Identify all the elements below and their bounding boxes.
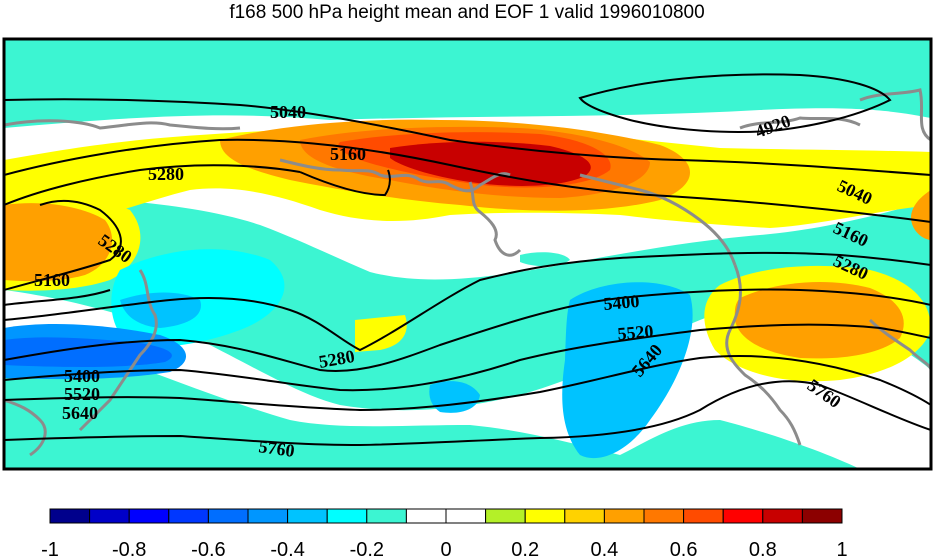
field-dark-red-core — [390, 141, 591, 186]
colorbar-swatch — [643, 508, 685, 524]
plot-frame — [2, 37, 933, 471]
contour-label: 5520 — [64, 384, 100, 404]
contour-label: 5280 — [148, 164, 184, 184]
contour-label: 5640 — [62, 403, 98, 423]
colorbar-tick-label: -0.4 — [270, 539, 304, 558]
colorbar-tick-label: -0.2 — [350, 539, 384, 558]
contour-5160-west — [4, 289, 111, 306]
coastline-siberia — [279, 158, 511, 193]
contour-5520 — [4, 323, 931, 392]
colorbar-swatch — [762, 508, 803, 524]
eof-shaded-field — [4, 39, 931, 469]
colorbar-swatch — [89, 508, 130, 524]
colorbar-swatch — [287, 508, 328, 524]
field-yellow-small — [355, 315, 407, 352]
contour-5160-north — [4, 138, 931, 223]
colorbar-swatch — [247, 508, 289, 524]
contour-label: 5400 — [64, 366, 100, 386]
contour-5760 — [4, 380, 931, 447]
colorbar-swatch — [683, 508, 724, 524]
contour-5280-west — [4, 199, 122, 291]
contour-5280-north — [4, 164, 301, 206]
contour-label: 5760 — [257, 436, 295, 461]
colorbar-swatch — [524, 508, 566, 524]
field-sky-west — [120, 292, 201, 328]
contour-label: 5160 — [34, 270, 70, 290]
colorbar-tick-label: 0.6 — [670, 539, 698, 558]
colorbar-tick-labels: -1 -0.8 -0.6 -0.4 -0.2 0 0.2 0.4 0.6 0.8 1 — [41, 539, 847, 558]
coastline-kamchatka — [468, 181, 522, 257]
colorbar-tick-label: 0.4 — [590, 539, 618, 558]
colorbar-swatch — [722, 508, 764, 524]
colorbar-swatch — [603, 508, 645, 524]
contour-label: 5160 — [330, 144, 366, 164]
coastline-arctic-east — [739, 116, 861, 130]
contour-5280-loop — [299, 169, 391, 197]
colorbar-swatch — [485, 508, 526, 524]
colorbar-swatch — [49, 508, 91, 524]
coastline-alaska — [579, 173, 737, 266]
field-cyan-small — [520, 252, 570, 267]
contour-label: 5400 — [603, 291, 641, 314]
colorbar-tick-label: 0.8 — [749, 539, 777, 558]
coastline-greenland — [859, 88, 931, 142]
contour-5280-south — [4, 251, 931, 352]
field-mid-blue-west — [4, 337, 172, 367]
field-orange-west — [4, 203, 113, 282]
coastline-south-asia — [4, 398, 47, 457]
contour-5640 — [4, 355, 931, 412]
colorbar-swatch — [445, 508, 487, 524]
contour-5040 — [4, 98, 931, 176]
coastline-north-america-west — [725, 264, 802, 446]
field-orange-east — [734, 282, 904, 359]
colorbar — [49, 508, 843, 524]
colorbar-swatch — [168, 508, 209, 524]
colorbar-swatch — [128, 508, 170, 524]
colorbar-tick-label: 0.2 — [511, 539, 539, 558]
contour-label: 5520 — [617, 321, 655, 344]
colorbar-swatch — [366, 508, 407, 524]
colorbar-swatch — [564, 508, 605, 524]
coastlines — [4, 88, 931, 457]
field-neutral-band-south — [4, 290, 931, 469]
colorbar-tick-label: -0.8 — [112, 539, 146, 558]
height-contours — [4, 73, 931, 447]
contour-label: 5040 — [270, 102, 306, 122]
field-sky-east — [562, 282, 693, 459]
colorbar-swatch — [405, 508, 447, 524]
map-title: f168 500 hPa height mean and EOF 1 valid… — [229, 2, 705, 23]
coastline-arctic-west — [4, 119, 241, 131]
colorbar-swatch — [326, 508, 368, 524]
colorbar-swatch — [801, 508, 843, 524]
colorbar-tick-label: 1 — [836, 539, 847, 558]
contour-5400 — [4, 288, 931, 372]
field-orange-east-edge — [910, 190, 931, 240]
colorbar-tick-label: -1 — [41, 539, 59, 558]
contour-4920 — [578, 73, 892, 133]
colorbar-tick-label: -0.6 — [191, 539, 225, 558]
colorbar-swatch — [207, 508, 249, 524]
colorbar-tick-label: 0 — [440, 539, 451, 558]
